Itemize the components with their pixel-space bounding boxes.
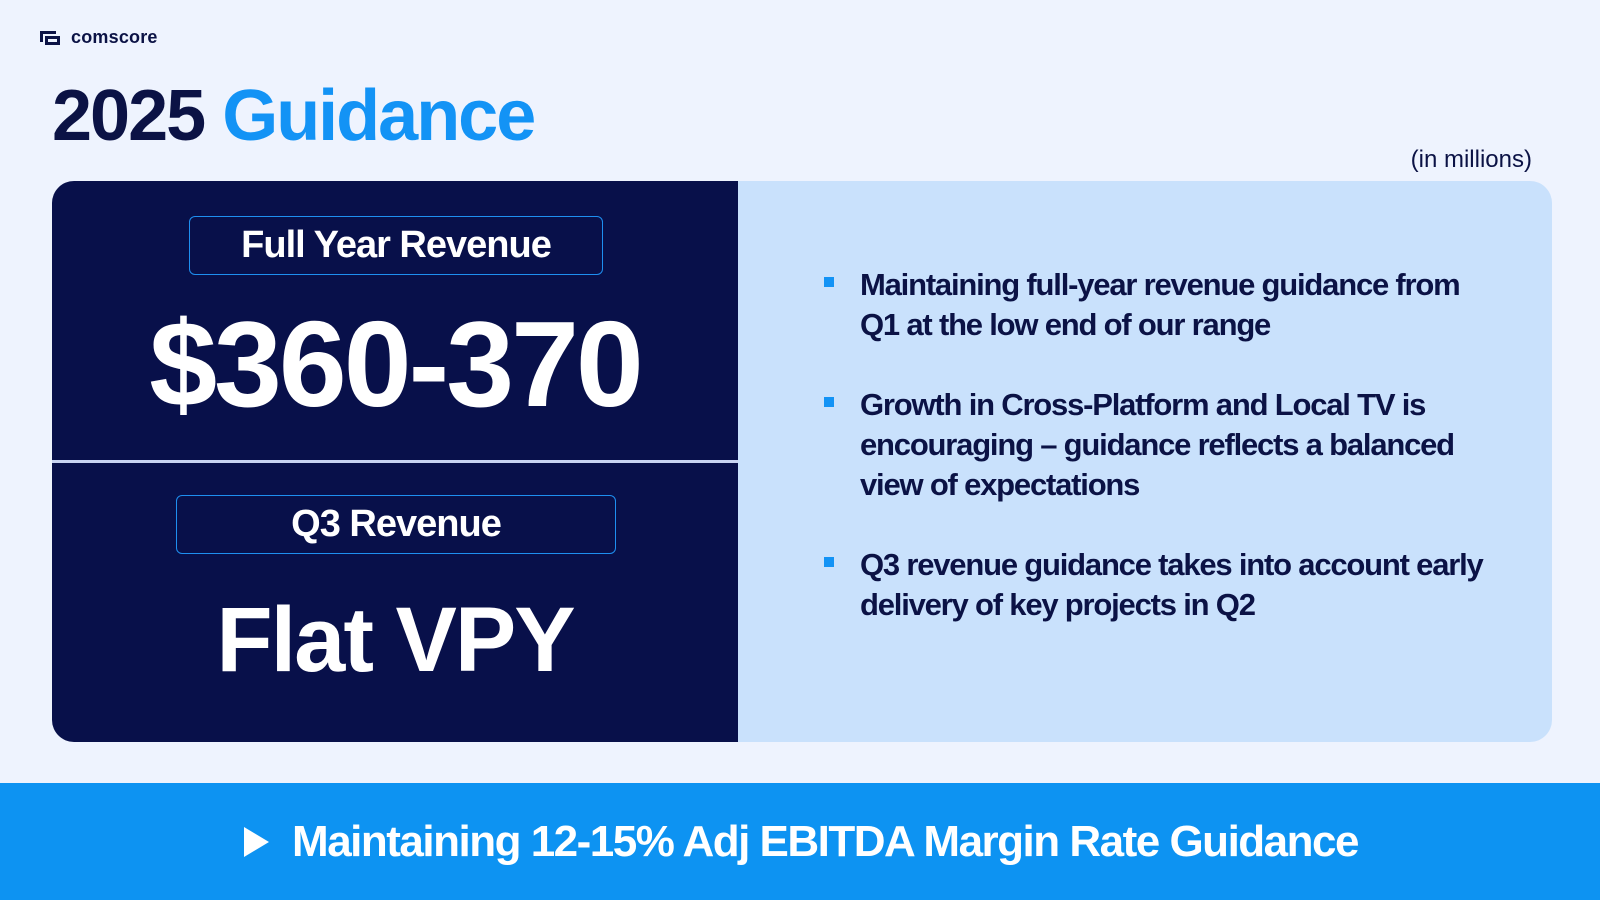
- title-word: Guidance: [222, 76, 536, 156]
- full-year-revenue-label: Full Year Revenue: [189, 216, 603, 275]
- title-year: 2025: [52, 76, 206, 156]
- bullet-square-icon: [824, 397, 834, 407]
- list-item: Maintaining full-year revenue guidance f…: [824, 265, 1484, 345]
- ebitda-banner: Maintaining 12-15% Adj EBITDA Margin Rat…: [0, 783, 1600, 900]
- full-year-revenue-value: $360-370: [149, 296, 644, 432]
- comscore-logo-icon: [40, 30, 60, 45]
- bullet-square-icon: [824, 277, 834, 287]
- units-note: (in millions): [1410, 146, 1532, 173]
- list-item: Q3 revenue guidance takes into account e…: [824, 545, 1484, 625]
- commentary-panel: Maintaining full-year revenue guidance f…: [738, 181, 1552, 742]
- brand-logo: comscore: [38, 27, 158, 48]
- list-item: Growth in Cross-Platform and Local TV is…: [824, 385, 1484, 505]
- guidance-figures-panel: Full Year Revenue $360-370 Q3 Revenue Fl…: [52, 181, 738, 742]
- q3-revenue-label: Q3 Revenue: [176, 495, 616, 554]
- q3-revenue-value: Flat VPY: [216, 589, 575, 691]
- bullet-text: Q3 revenue guidance takes into account e…: [860, 547, 1484, 622]
- banner-text: Maintaining 12-15% Adj EBITDA Margin Rat…: [292, 816, 1359, 866]
- play-arrow-icon: [244, 826, 270, 857]
- bullet-square-icon: [824, 557, 834, 567]
- panel-divider: [52, 460, 738, 463]
- page-title: 2025 Guidance: [52, 80, 536, 152]
- bullet-text: Maintaining full-year revenue guidance f…: [860, 267, 1461, 342]
- brand-name: comscore: [71, 27, 158, 47]
- bullet-text: Growth in Cross-Platform and Local TV is…: [860, 387, 1455, 502]
- guidance-card: Full Year Revenue $360-370 Q3 Revenue Fl…: [52, 181, 1552, 742]
- commentary-list: Maintaining full-year revenue guidance f…: [824, 265, 1484, 665]
